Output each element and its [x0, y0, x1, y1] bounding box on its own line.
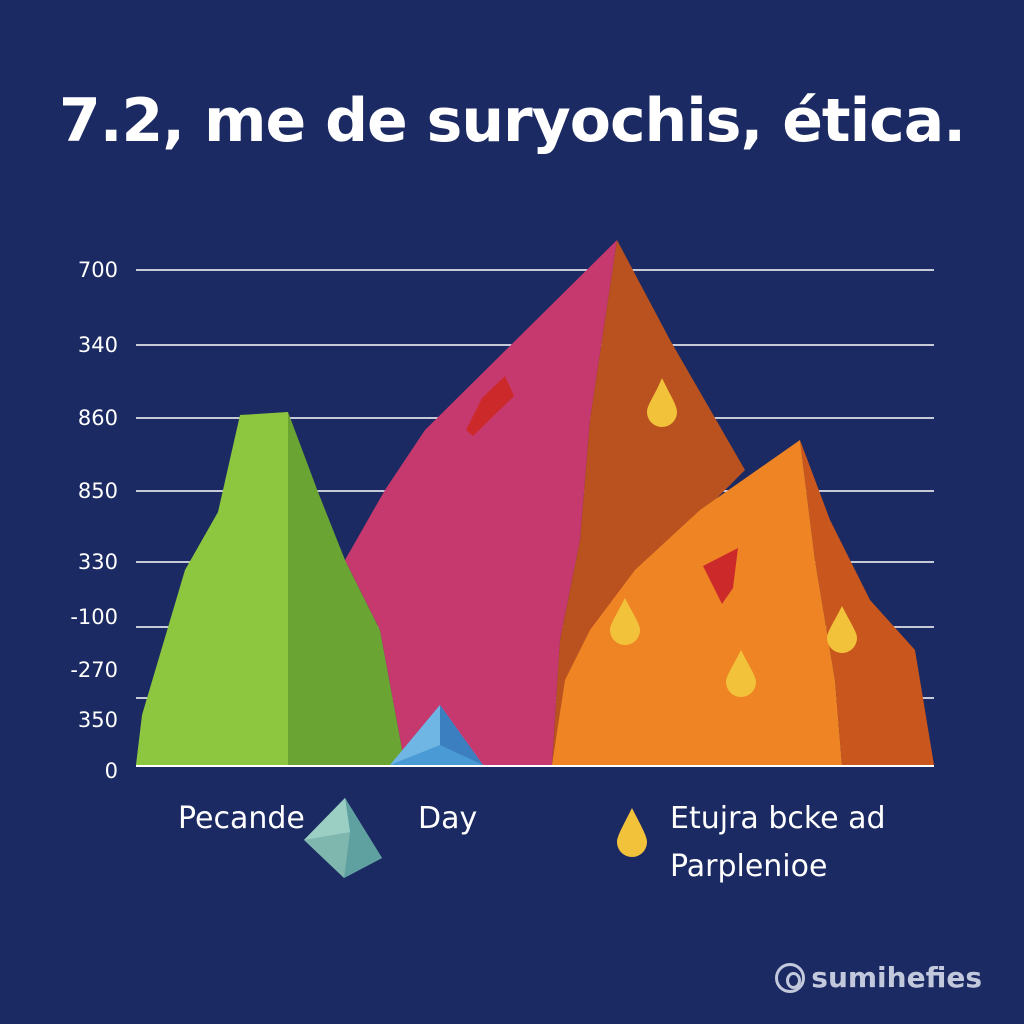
etujra-mountain-shadow-face — [800, 440, 934, 765]
drop-icon — [617, 808, 647, 857]
watermark: sumihefies — [775, 961, 982, 994]
day-mountain-shadow-face — [552, 240, 745, 765]
y-tick-label: 340 — [78, 333, 118, 357]
pecande-mountain-shadow-face — [288, 412, 405, 765]
legend: Pecande Day Etujra bcke ad Parplenioe — [178, 798, 886, 884]
y-tick-label: 0 — [105, 759, 118, 783]
etujra-mountain-light-face — [552, 440, 842, 765]
y-tick-label: 700 — [78, 258, 118, 282]
watermark-text: sumihefies — [811, 961, 982, 994]
series-etujra-mountain — [552, 440, 934, 765]
legend-label-day: Day — [418, 801, 477, 836]
y-tick-label: 860 — [78, 406, 118, 430]
crystal-icon — [304, 798, 382, 878]
y-axis-ticks: 700 340 860 850 330 -100 -270 350 0 — [70, 258, 118, 783]
series-day-mountain — [345, 240, 745, 765]
y-tick-label: 330 — [78, 550, 118, 574]
series-pecande-mountain — [136, 412, 405, 765]
y-tick-label: 350 — [78, 708, 118, 732]
chart-title: 7.2, me de suryochis, ética. — [59, 86, 966, 156]
gem-accent — [466, 376, 514, 436]
drop-marker — [610, 598, 640, 645]
legend-label-pecande: Pecande — [178, 801, 305, 836]
day-mountain-light-face — [345, 240, 617, 765]
y-tick-label: 850 — [78, 479, 118, 503]
gem-accent — [703, 548, 738, 604]
y-tick-label: -100 — [70, 605, 118, 629]
drop-marker — [827, 606, 857, 653]
drop-marker — [726, 650, 756, 697]
drop-marker — [647, 378, 677, 427]
y-tick-label: -270 — [70, 658, 118, 682]
watermark-logo-icon — [775, 962, 806, 993]
pecande-mountain-light-face — [136, 412, 292, 765]
crystal-shape — [390, 705, 483, 765]
legend-label-etujra-line2: Parplenioe — [670, 849, 827, 884]
legend-label-etujra-line1: Etujra bcke ad — [670, 801, 886, 836]
